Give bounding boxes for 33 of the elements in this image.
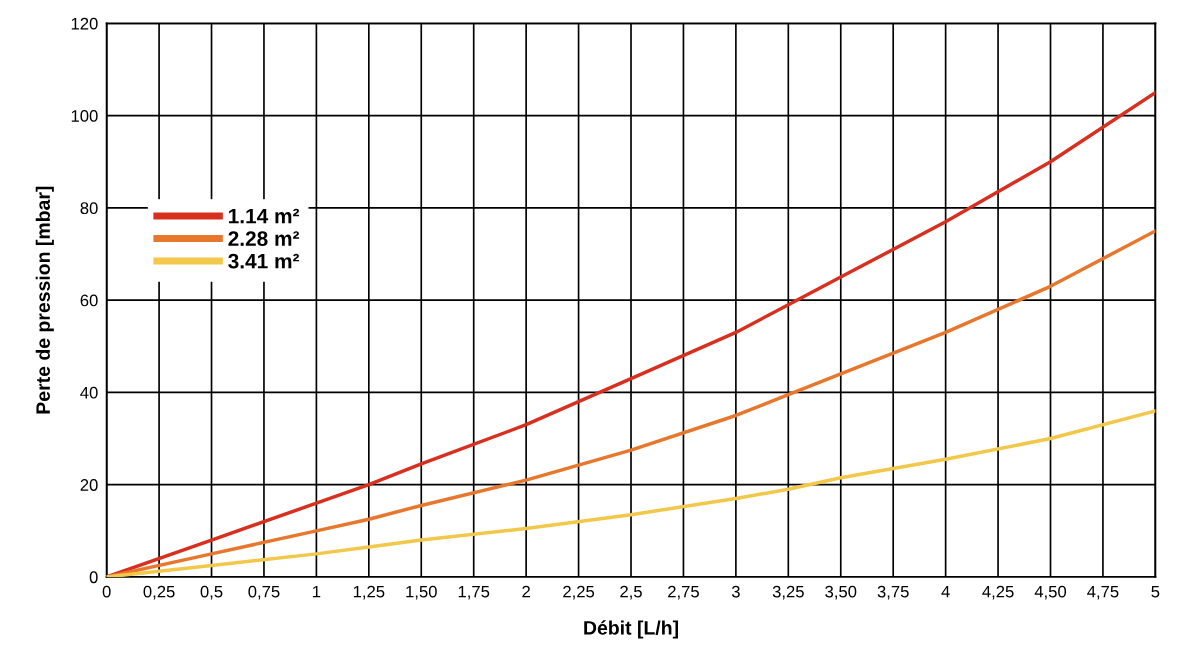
legend-label: 2.28 m² [228,231,300,247]
x-tick-label: 0 [102,585,111,598]
legend-label: 3.41 m² [228,253,300,269]
x-tick-label: 0,75 [248,585,280,600]
y-tick-label: 0 [89,571,98,584]
x-tick-label: 1,75 [458,585,490,600]
x-axis-title: Débit [L/h] [584,620,678,639]
x-tick-label: 3 [731,585,740,598]
x-tick-label: 2,5 [620,585,642,600]
x-tick-label: 2 [522,585,530,598]
x-tick-label: 1 [313,585,321,598]
x-tick-label: 5 [1151,585,1160,598]
x-tick-label: 0,5 [200,585,223,600]
y-axis-title: Perte de pression [mbar] [35,186,54,414]
y-tick-label: 120 [71,17,98,30]
x-tick-label: 3,25 [772,585,804,600]
y-tick-label: 80 [80,202,98,215]
x-tick-label: 3,75 [877,585,909,600]
y-tick-label: 100 [71,110,98,122]
x-tick-label: 4 [941,585,950,598]
y-tick-label: 20 [80,479,98,491]
x-tick-label: 4,75 [1087,585,1119,600]
x-tick-label: 2,75 [668,585,699,600]
x-tick-label: 3,50 [825,585,857,600]
x-tick-label: 2,25 [563,585,595,600]
x-tick-label: 0,25 [143,585,175,600]
x-tick-label: 1,50 [406,585,437,600]
y-tick-label: 40 [80,386,98,399]
x-tick-label: 1,25 [353,585,385,600]
x-tick-label: 4,50 [1034,585,1067,600]
y-tick-label: 60 [80,294,98,307]
legend-label: 1.14 m² [229,208,300,224]
x-tick-label: 4,25 [982,585,1014,600]
